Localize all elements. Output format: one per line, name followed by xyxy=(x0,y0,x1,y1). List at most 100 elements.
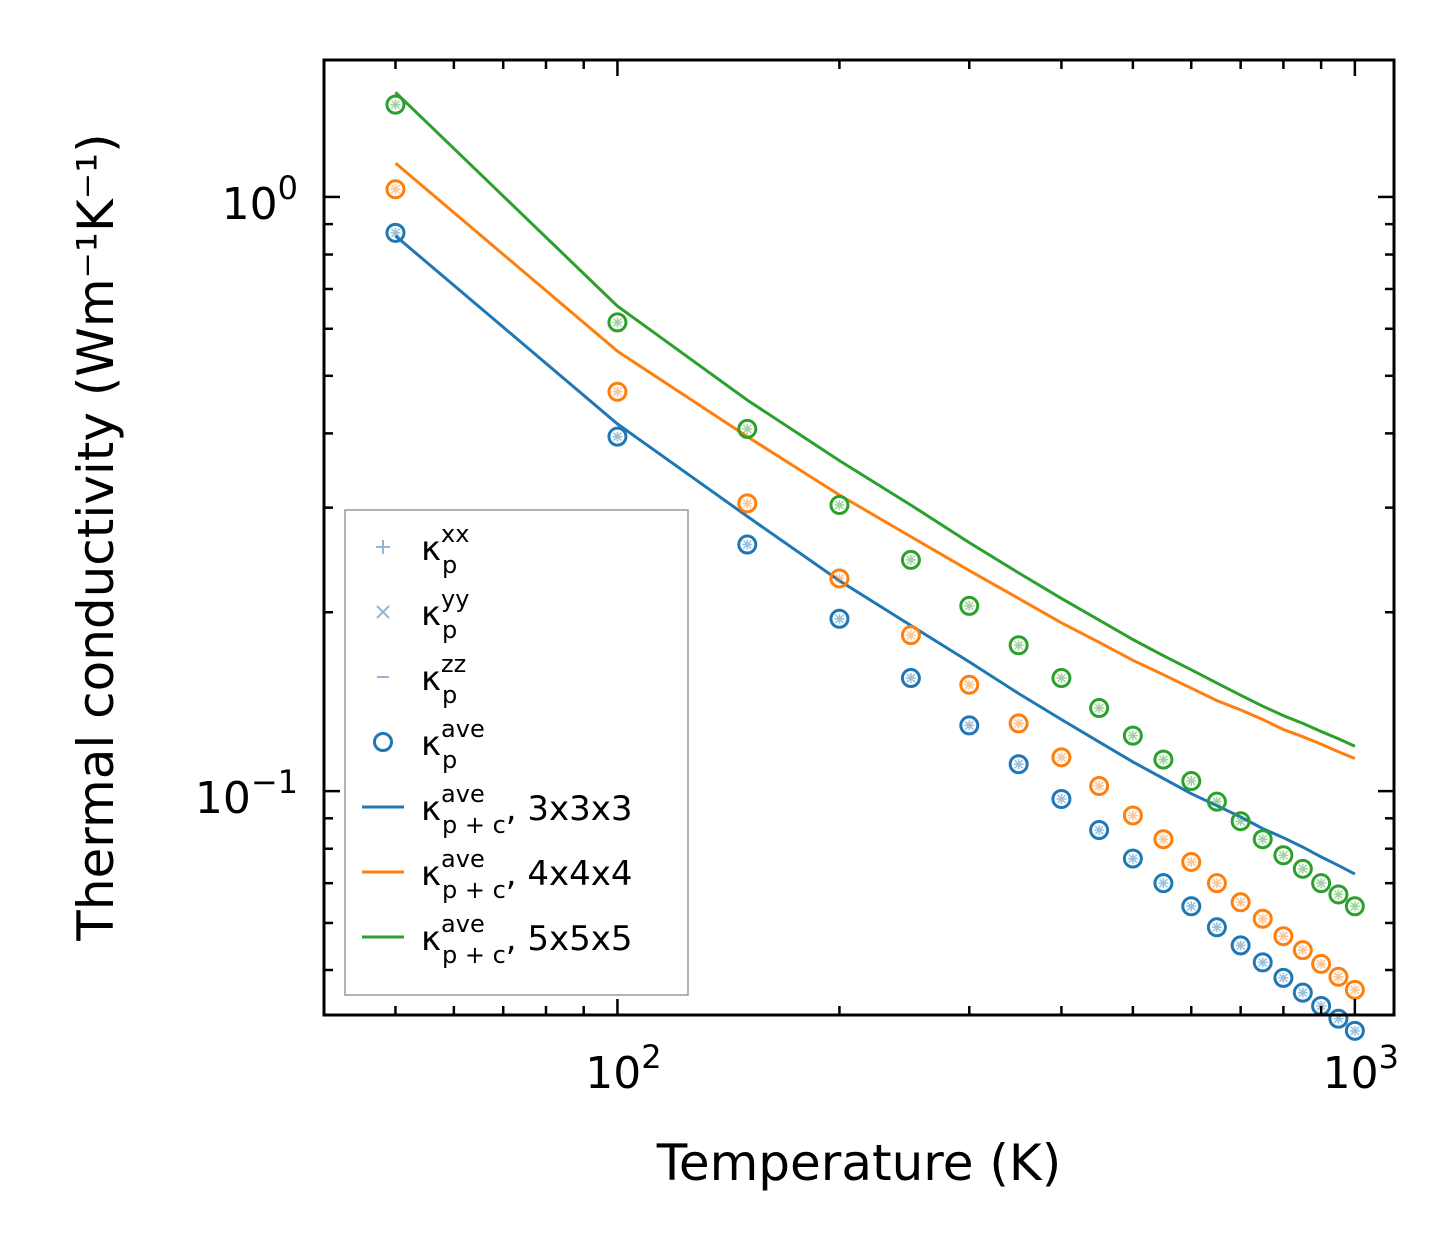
data-point xyxy=(1089,776,1110,797)
data-point xyxy=(1252,908,1273,929)
data-point xyxy=(1008,635,1029,656)
legend-entry: κave p + c, 4x4x4 xyxy=(362,845,633,904)
data-point-component-markers xyxy=(905,630,916,641)
data-point-circle xyxy=(1122,848,1143,869)
data-point-component-markers xyxy=(1186,776,1197,787)
data-point-component-markers xyxy=(1056,752,1067,763)
data-point-component-markers xyxy=(905,673,916,684)
legend-label: κave p + c, 5x5x5 xyxy=(421,910,633,969)
data-point xyxy=(1153,749,1174,770)
data-point-circle xyxy=(829,608,850,629)
data-point xyxy=(385,222,406,243)
x-axis-title: Temperature (K) xyxy=(656,1134,1061,1192)
data-point-component-markers xyxy=(1094,703,1105,714)
data-point-circle xyxy=(900,549,921,570)
data-point xyxy=(1181,771,1202,792)
data-point xyxy=(1051,668,1072,689)
data-point-circle xyxy=(1153,829,1174,850)
data-point-component-markers xyxy=(834,500,845,511)
data-point-component-markers xyxy=(1211,922,1222,933)
data-point-circle xyxy=(959,674,980,695)
data-point xyxy=(900,625,921,646)
data-point-circle xyxy=(1089,820,1110,841)
legend-subscript: p + c xyxy=(442,811,506,839)
y-tick-label-base: 10 xyxy=(222,179,278,230)
data-point xyxy=(829,608,850,629)
data-point-circle xyxy=(385,94,406,115)
legend-subscript: p xyxy=(442,616,457,644)
data-point xyxy=(1051,788,1072,809)
data-point-component-markers xyxy=(742,498,753,509)
data-point-component-markers xyxy=(1333,889,1344,900)
legend-marker-x xyxy=(376,605,390,619)
data-point xyxy=(737,418,758,439)
legend-suffix: , 5x5x5 xyxy=(506,919,633,959)
data-point-circle xyxy=(1273,926,1294,947)
data-point-circle xyxy=(1206,873,1227,894)
legend-subscript: p + c xyxy=(442,876,506,904)
data-point xyxy=(959,595,980,616)
data-point-circle xyxy=(1344,1020,1365,1041)
data-point xyxy=(829,495,850,516)
data-point-component-markers xyxy=(834,613,845,624)
data-point-component-markers xyxy=(1056,793,1067,804)
data-point-circle xyxy=(959,715,980,736)
data-point-circle xyxy=(829,568,850,589)
legend-symbol: κ xyxy=(421,724,441,764)
legend-symbol: κ xyxy=(421,919,441,959)
data-point-circle xyxy=(1206,791,1227,812)
legend-superscript: xx xyxy=(441,520,469,548)
data-point-component-markers xyxy=(1349,1025,1360,1036)
data-point xyxy=(1051,747,1072,768)
data-point-component-markers xyxy=(742,423,753,434)
data-point xyxy=(1008,754,1029,775)
data-point xyxy=(1252,952,1273,973)
legend-symbol: κ xyxy=(421,659,441,699)
y-tick-label: 100 xyxy=(222,169,298,230)
data-point-component-markers xyxy=(1127,810,1138,821)
legend-entry: κxx p xyxy=(376,520,469,579)
data-point-component-markers xyxy=(1013,718,1024,729)
data-point-component-markers xyxy=(1186,856,1197,867)
data-point xyxy=(607,381,628,402)
data-point xyxy=(1328,966,1349,987)
data-point-component-markers xyxy=(1158,754,1169,765)
legend-label: κyy p xyxy=(421,585,469,644)
x-tick-label-base: 10 xyxy=(585,1048,641,1099)
y-tick-label-base: 10 xyxy=(195,773,251,824)
data-point xyxy=(1328,1008,1349,1029)
data-point-circle xyxy=(1122,725,1143,746)
data-point xyxy=(900,668,921,689)
data-point-component-markers xyxy=(1257,957,1268,968)
data-point-component-markers xyxy=(1333,971,1344,982)
data-point xyxy=(1344,896,1365,917)
data-point xyxy=(1089,698,1110,719)
data-point xyxy=(1344,1020,1365,1041)
legend-box xyxy=(344,509,689,996)
y-tick-label: 10−1 xyxy=(195,763,298,824)
data-point xyxy=(1153,873,1174,894)
legend-suffix: , 3x3x3 xyxy=(506,789,633,829)
legend-suffix: , 4x4x4 xyxy=(506,854,633,894)
data-point-component-markers xyxy=(964,720,975,731)
data-point-circle xyxy=(1051,788,1072,809)
data-point-component-markers xyxy=(1211,878,1222,889)
legend-entry: κyy p xyxy=(376,585,469,644)
data-point-circle xyxy=(1051,747,1072,768)
data-point-component-markers xyxy=(612,431,623,442)
data-point xyxy=(1273,967,1294,988)
data-point-circle xyxy=(959,595,980,616)
data-point-circle xyxy=(1311,873,1332,894)
legend-label: κave p + c, 3x3x3 xyxy=(421,780,633,839)
data-point-circle xyxy=(1328,1008,1349,1029)
data-point-component-markers xyxy=(1278,850,1289,861)
line-series-3 xyxy=(394,91,1356,748)
data-point xyxy=(385,94,406,115)
data-point xyxy=(1153,829,1174,850)
data-point-component-markers xyxy=(1127,730,1138,741)
data-point-component-markers xyxy=(964,679,975,690)
y-axis-title: Thermal conductivity (Wm⁻¹K⁻¹) xyxy=(67,133,125,941)
data-point-circle xyxy=(1292,858,1313,879)
x-tick-label-exponent: 2 xyxy=(641,1038,661,1076)
